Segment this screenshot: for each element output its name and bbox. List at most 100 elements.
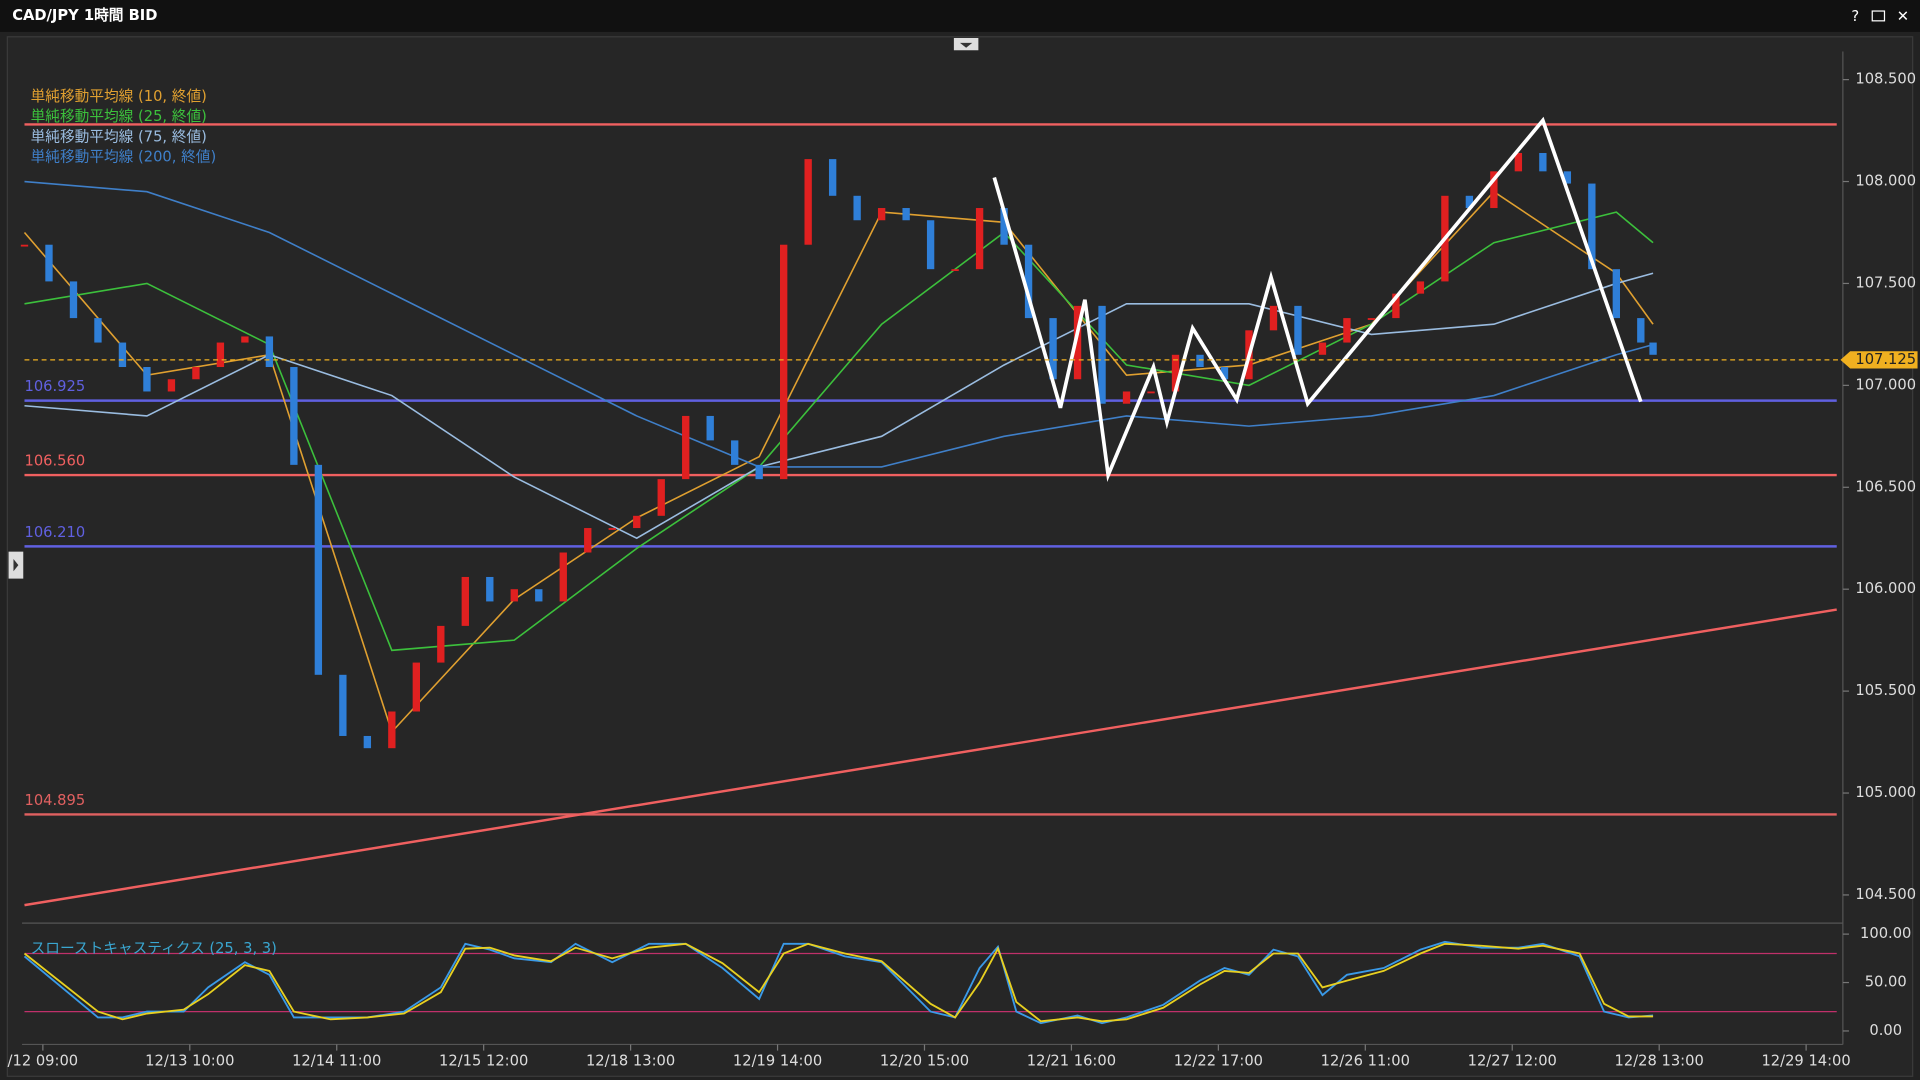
y-tick-label: 0.00 (1869, 1022, 1902, 1039)
stoch-title: スローストキャスティクス (25, 3, 3) (31, 940, 277, 957)
candle (412, 662, 420, 712)
moving-average (24, 272, 1654, 540)
candle (1367, 318, 1376, 320)
close-button[interactable]: ✕ (1897, 8, 1909, 25)
candle (975, 208, 984, 270)
window-title: CAD/JPY 1時間 BID (12, 6, 157, 24)
candle (45, 244, 53, 282)
candle (1049, 318, 1057, 380)
help-button[interactable]: ? (1851, 8, 1859, 25)
price-level-label: 106.925 (24, 378, 85, 395)
candle (1220, 367, 1229, 380)
candle (608, 528, 616, 530)
candle (1098, 305, 1106, 404)
candle (1490, 171, 1498, 209)
x-tick-label: 12/20 15:00 (880, 1053, 969, 1070)
x-tick-label: 12/22 17:00 (1174, 1053, 1263, 1070)
candle (853, 195, 861, 221)
candle (1269, 305, 1278, 331)
candle (804, 159, 812, 245)
candle (510, 589, 518, 602)
candle (926, 220, 935, 270)
y-tick-label: 108.000 (1855, 173, 1916, 190)
candle (951, 269, 959, 272)
candle (486, 576, 494, 602)
legend-entry: 単純移動平均線 (75, 終値) (31, 128, 207, 145)
legend-entry: 単純移動平均線 (200, 終値) (31, 149, 217, 166)
y-tick-label: 100.00 (1860, 925, 1911, 942)
y-tick-label: 106.500 (1855, 478, 1916, 495)
candle (314, 464, 323, 675)
candle (1196, 354, 1204, 368)
candle (755, 464, 763, 480)
x-tick-label: 12/19 14:00 (733, 1053, 822, 1070)
candle (290, 367, 298, 465)
candle (1514, 152, 1523, 172)
candle (1588, 183, 1596, 270)
candle (1637, 318, 1645, 343)
legend-entry: 単純移動平均線 (10, 終値) (31, 88, 207, 105)
x-tick-label: /12 09:00 (8, 1053, 79, 1070)
moving-average (24, 180, 1654, 468)
candle (461, 576, 469, 626)
stoch-line (23, 942, 1654, 1023)
last-price-label: 107.125 (1855, 351, 1916, 368)
candle (216, 342, 225, 368)
x-tick-label: 12/27 12:00 (1468, 1053, 1557, 1070)
candle (1392, 293, 1400, 319)
candle (828, 159, 837, 196)
x-tick-label: 12/29 14:00 (1761, 1053, 1850, 1070)
candle (241, 336, 249, 343)
candle (1122, 391, 1131, 404)
candle (363, 735, 372, 749)
candle (1073, 305, 1082, 380)
candle (706, 415, 714, 441)
side-icon (13, 559, 19, 572)
candle (1000, 208, 1008, 245)
title-bar (0, 0, 1920, 32)
candle (559, 552, 567, 602)
candle (1649, 342, 1657, 355)
candle (657, 479, 665, 516)
candle (143, 367, 151, 392)
x-tick-label: 12/14 11:00 (292, 1053, 381, 1070)
y-tick-label: 105.000 (1855, 784, 1916, 801)
y-tick-label: 107.000 (1855, 376, 1916, 393)
drawing-line (992, 116, 1643, 483)
candle (902, 208, 910, 221)
candle (265, 336, 274, 368)
candle (388, 711, 396, 749)
candle (118, 342, 127, 368)
candle (1147, 391, 1155, 394)
candle (731, 440, 739, 465)
candle (1024, 244, 1033, 319)
chart-area (6, 36, 1914, 1077)
candle (1294, 305, 1302, 355)
candle (1343, 318, 1351, 343)
y-tick-label: 107.500 (1855, 274, 1916, 291)
candle (437, 625, 445, 663)
candle (69, 281, 78, 319)
y-tick-label: 50.00 (1865, 974, 1907, 991)
candle (535, 589, 543, 602)
x-tick-label: 12/26 11:00 (1321, 1053, 1410, 1070)
x-tick-label: 12/13 10:00 (145, 1053, 234, 1070)
x-tick-label: 12/21 16:00 (1027, 1053, 1116, 1070)
y-tick-label: 105.500 (1855, 682, 1916, 699)
candle (633, 515, 641, 529)
candle (1539, 152, 1547, 172)
candle (1612, 269, 1620, 319)
candle (20, 244, 29, 247)
candle (192, 367, 200, 380)
y-tick-label: 108.500 (1855, 71, 1916, 88)
price-level-label: 106.210 (24, 524, 85, 541)
price-level-label: 104.895 (24, 792, 85, 809)
candle (94, 318, 102, 343)
plot: 104.500 105.000 105.500 106.000 106.500 107.0… (8, 71, 1918, 1070)
candle (584, 528, 592, 553)
maximize-button[interactable] (1871, 10, 1886, 22)
price-level-label: 106.560 (24, 453, 85, 470)
x-tick-label: 12/18 13:00 (586, 1053, 675, 1070)
x-tick-label: 12/28 13:00 (1615, 1053, 1704, 1070)
